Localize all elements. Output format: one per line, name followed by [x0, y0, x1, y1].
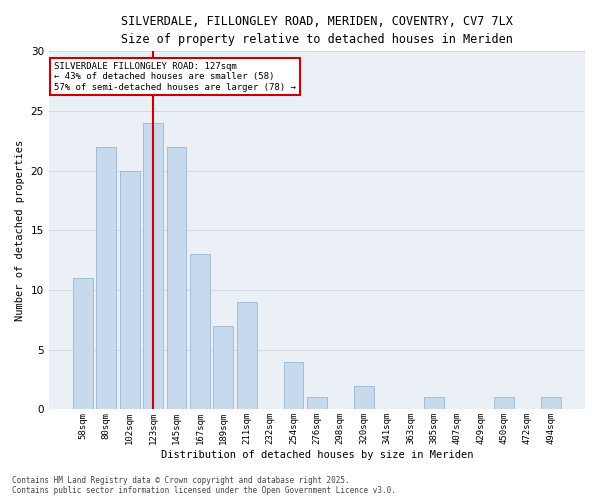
Bar: [541, 398, 560, 409]
Bar: [97, 147, 116, 409]
Bar: [190, 254, 210, 410]
Bar: [167, 147, 187, 409]
Bar: [237, 302, 257, 410]
Bar: [424, 398, 443, 409]
Bar: [73, 278, 93, 409]
Text: SILVERDALE FILLONGLEY ROAD: 127sqm
← 43% of detached houses are smaller (58)
57%: SILVERDALE FILLONGLEY ROAD: 127sqm ← 43%…: [54, 62, 296, 92]
X-axis label: Distribution of detached houses by size in Meriden: Distribution of detached houses by size …: [161, 450, 473, 460]
Bar: [143, 123, 163, 410]
Bar: [353, 386, 374, 409]
Text: Contains HM Land Registry data © Crown copyright and database right 2025.
Contai: Contains HM Land Registry data © Crown c…: [12, 476, 396, 495]
Bar: [494, 398, 514, 409]
Title: SILVERDALE, FILLONGLEY ROAD, MERIDEN, COVENTRY, CV7 7LX
Size of property relativ: SILVERDALE, FILLONGLEY ROAD, MERIDEN, CO…: [121, 15, 513, 46]
Bar: [284, 362, 304, 410]
Bar: [120, 170, 140, 410]
Bar: [307, 398, 327, 409]
Y-axis label: Number of detached properties: Number of detached properties: [15, 140, 25, 321]
Bar: [214, 326, 233, 409]
